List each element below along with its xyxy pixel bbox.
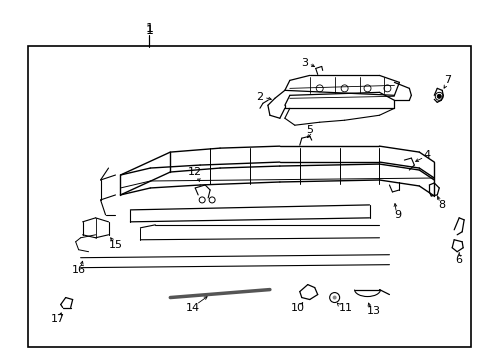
- Text: 6: 6: [455, 255, 462, 265]
- Text: 11: 11: [338, 302, 352, 312]
- Text: 16: 16: [72, 265, 85, 275]
- Text: 14: 14: [186, 302, 200, 312]
- Text: 1: 1: [145, 22, 153, 35]
- Text: 12: 12: [188, 167, 202, 177]
- Text: 13: 13: [366, 306, 380, 316]
- Circle shape: [436, 94, 440, 98]
- Text: 4: 4: [423, 150, 430, 160]
- Text: 5: 5: [305, 125, 313, 135]
- Circle shape: [332, 296, 336, 300]
- Text: 17: 17: [51, 314, 64, 324]
- Bar: [28, 45, 470, 347]
- Text: 15: 15: [108, 240, 122, 250]
- Text: 9: 9: [393, 210, 400, 220]
- Text: 8: 8: [438, 200, 445, 210]
- Text: 10: 10: [290, 302, 304, 312]
- Text: 7: 7: [443, 75, 450, 85]
- Text: 2: 2: [256, 92, 263, 102]
- Text: 1: 1: [145, 24, 153, 37]
- Text: 3: 3: [301, 58, 307, 68]
